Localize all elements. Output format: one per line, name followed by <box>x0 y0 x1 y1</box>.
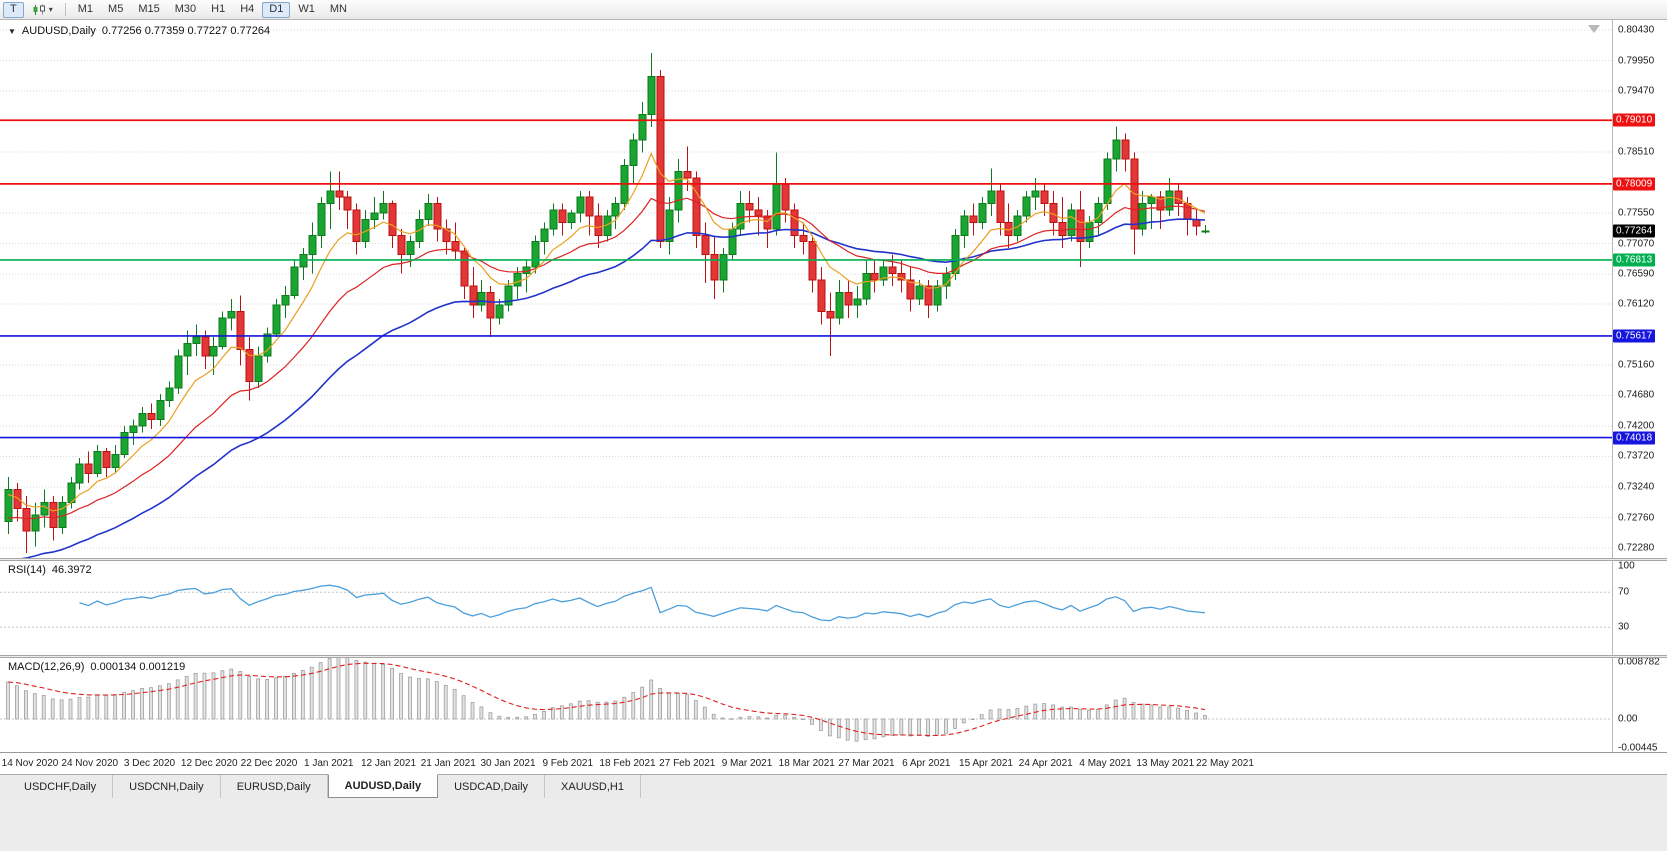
timeframe-button-m30[interactable]: M30 <box>174 3 197 15</box>
time-axis-label: 1 Jan 2021 <box>304 758 354 769</box>
time-axis-label: 4 May 2021 <box>1079 758 1132 769</box>
chart-shift-marker[interactable] <box>1588 25 1600 33</box>
time-axis-label: 3 Dec 2020 <box>123 758 176 769</box>
price-tick-label: 0.77550 <box>1618 207 1655 219</box>
time-axis-label: 9 Feb 2021 <box>542 758 594 769</box>
level-price-badge: 0.76813 <box>1613 253 1656 267</box>
panel-splitter-macd[interactable] <box>0 655 1667 658</box>
ma-fast-line <box>7 151 1206 512</box>
level-price-badge: 0.74018 <box>1613 431 1656 445</box>
time-axis-label: 22 May 2021 <box>1196 758 1254 769</box>
timeframe-button-m5[interactable]: M5 <box>108 3 124 15</box>
price-tick-label: 0.78510 <box>1618 146 1655 158</box>
time-axis[interactable]: 14 Nov 2020 24 Nov 2020 3 Dec 2020 12 Dec 2… <box>0 752 1667 774</box>
time-axis-label: 6 Apr 2021 <box>902 758 951 769</box>
price-tick-label: 0.76590 <box>1618 268 1655 280</box>
level-price-badge: 0.78009 <box>1613 177 1656 191</box>
timeframe-button-h4[interactable]: H4 <box>240 3 255 15</box>
symbol-tab-usdchf[interactable]: USDCHF,Daily <box>8 775 114 798</box>
timeframe-toolbar: T ▾ M1 M5 M15 M30 H1 H4 D1 W1 MN <box>0 0 1667 20</box>
timeframe-button-h1[interactable]: H1 <box>211 3 226 15</box>
rsi-axis-label: 70 <box>1618 586 1630 598</box>
time-axis-label: 30 Jan 2021 <box>480 758 536 769</box>
toolbar-separator <box>64 3 66 16</box>
chevron-down-icon: ▾ <box>48 5 53 14</box>
level-price-badge: 0.75617 <box>1613 329 1656 343</box>
candlestick-chart-icon <box>33 4 45 15</box>
symbol-tab-usdcnh[interactable]: USDCNH,Daily <box>113 775 221 798</box>
time-axis-label: 24 Nov 2020 <box>61 758 119 769</box>
rsi-current-value: 46.3972 <box>51 564 92 576</box>
macd-axis-label: 0.00 <box>1618 713 1638 725</box>
macd-name: MACD(12,26,9) <box>8 661 85 673</box>
timeframe-button-d1[interactable]: D1 <box>262 1 291 18</box>
chart-ohlc-values: 0.77256 0.77359 0.77227 0.77264 <box>101 25 271 37</box>
time-axis-label: 14 Nov 2020 <box>1 758 59 769</box>
macd-indicator-panel[interactable] <box>0 658 1612 752</box>
macd-label: MACD(12,26,9) 0.000134 0.001219 <box>8 661 185 673</box>
time-axis-label: 12 Dec 2020 <box>180 758 238 769</box>
chart-template-button[interactable]: T <box>3 1 24 18</box>
chart-collapse-icon[interactable]: ▼ <box>8 26 16 36</box>
timeframe-buttons: M1 M5 M15 M30 H1 H4 D1 W1 MN <box>71 1 354 18</box>
price-tick-label: 0.73720 <box>1618 450 1655 462</box>
price-tick-label: 0.80430 <box>1618 24 1655 36</box>
time-axis-label: 22 Dec 2020 <box>240 758 298 769</box>
rsi-name: RSI(14) <box>8 564 46 576</box>
candles-series <box>4 52 1210 554</box>
symbol-tab-audusd[interactable]: AUDUSD,Daily <box>327 774 439 798</box>
price-tick-label: 0.77070 <box>1618 238 1655 250</box>
chart-tabs-bar: USDCHF,Daily USDCNH,Daily EURUSD,Daily AUDU… <box>0 774 1667 798</box>
time-axis-label: 15 Apr 2021 <box>959 758 1013 769</box>
timeframe-button-m15[interactable]: M15 <box>138 3 160 15</box>
level-price-badge: 0.79010 <box>1613 113 1656 127</box>
timeframe-button-m1[interactable]: M1 <box>77 3 94 15</box>
time-axis-label: 13 May 2021 <box>1136 758 1195 769</box>
macd-axis-label: -0.00445 <box>1618 742 1658 754</box>
price-tick-label: 0.75160 <box>1618 359 1655 371</box>
status-area <box>0 798 1667 851</box>
time-axis-label: 21 Jan 2021 <box>420 758 476 769</box>
price-tick-label: 0.79470 <box>1618 85 1655 97</box>
time-axis-label: 9 Mar 2021 <box>721 758 773 769</box>
symbol-tab-eurusd[interactable]: EURUSD,Daily <box>221 775 328 798</box>
symbol-tab-xauusd[interactable]: XAUUSD,H1 <box>545 775 641 798</box>
rsi-axis-label: 100 <box>1618 560 1635 572</box>
current-price-badge: 0.77264 <box>1613 224 1656 238</box>
rsi-label: RSI(14) 46.3972 <box>8 564 92 576</box>
price-tick-label: 0.72280 <box>1618 542 1655 554</box>
macd-axis-label: 0.008782 <box>1618 656 1660 668</box>
time-axis-label: 18 Mar 2021 <box>778 758 835 769</box>
chart-title: ▼ AUDUSD,Daily 0.77256 0.77359 0.77227 0… <box>8 25 270 37</box>
time-axis-label: 27 Mar 2021 <box>838 758 895 769</box>
ma-mid-line <box>7 197 1206 520</box>
price-tick-label: 0.72760 <box>1618 512 1655 523</box>
rsi-line <box>79 584 1206 622</box>
time-axis-label: 18 Feb 2021 <box>599 758 656 769</box>
ma-slow-line <box>21 218 1206 558</box>
chart-type-button[interactable]: ▾ <box>25 2 60 18</box>
main-price-chart[interactable] <box>0 20 1612 558</box>
time-axis-label: 27 Feb 2021 <box>659 758 716 769</box>
time-axis-label: 24 Apr 2021 <box>1018 758 1073 769</box>
rsi-axis-label: 30 <box>1618 621 1630 633</box>
price-scale-separator <box>1612 20 1613 752</box>
chart-symbol-label: AUDUSD,Daily <box>21 25 96 37</box>
price-tick-label: 0.74200 <box>1618 420 1655 432</box>
time-axis-label: 12 Jan 2021 <box>360 758 417 769</box>
rsi-indicator-panel[interactable] <box>0 561 1612 655</box>
price-tick-label: 0.73240 <box>1618 481 1655 493</box>
price-scale[interactable]: 0.80430 0.79950 0.79470 0.78510 0.77550 0.770… <box>1612 0 1667 754</box>
timeframe-button-mn[interactable]: MN <box>329 3 347 15</box>
price-tick-label: 0.79950 <box>1618 55 1655 66</box>
price-tick-label: 0.76120 <box>1618 298 1655 310</box>
price-tick-label: 0.74680 <box>1618 389 1655 401</box>
macd-current-values: 0.000134 0.001219 <box>90 661 186 673</box>
symbol-tab-usdcad[interactable]: USDCAD,Daily <box>438 775 546 798</box>
timeframe-button-w1[interactable]: W1 <box>298 3 315 15</box>
macd-histogram <box>6 658 1207 742</box>
panel-splitter-rsi[interactable] <box>0 558 1667 561</box>
macd-signal-line <box>7 662 1206 736</box>
